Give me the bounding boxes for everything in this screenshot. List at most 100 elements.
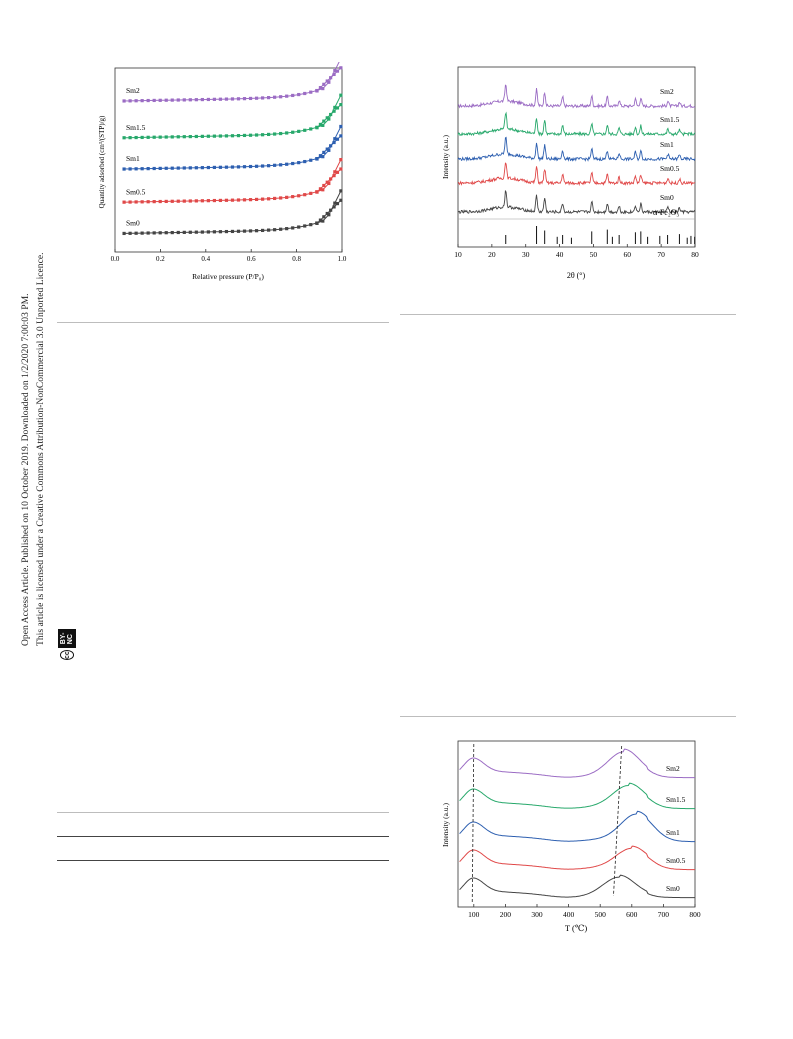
isotherm-point: [339, 157, 343, 162]
xrd-y-axis-label: Intensity (a.u.): [441, 135, 450, 179]
section-divider: [400, 716, 736, 717]
isotherm-point: [188, 98, 192, 102]
isotherm-point: [297, 129, 301, 133]
xrd-series-label: Sm1: [660, 140, 674, 149]
isotherm-point: [188, 134, 192, 139]
isotherm-point: [303, 91, 307, 96]
cc-badge-label: BY-NC: [58, 628, 76, 649]
isotherm-point: [146, 98, 150, 103]
tpr-x-tick-label: 800: [689, 910, 701, 919]
isotherm-point: [206, 199, 210, 203]
xrd-series-label: Sm2: [660, 87, 674, 96]
isotherm-point: [273, 196, 277, 201]
isotherm-point: [182, 166, 186, 170]
isotherm-point: [321, 123, 325, 127]
tpr-series-label: Sm0: [666, 884, 680, 893]
isotherm-point: [200, 97, 204, 102]
isotherm-point: [134, 167, 138, 171]
table-header-rule: [57, 836, 389, 837]
isotherm-point: [285, 94, 289, 98]
isotherm-plot-frame: [114, 67, 343, 253]
isotherm-point: [218, 198, 223, 203]
isotherm-point: [279, 131, 283, 136]
isotherm-point: [194, 166, 198, 170]
isotherm-point: [297, 161, 301, 165]
isotherm-point: [291, 93, 295, 98]
isotherm-point: [188, 230, 192, 234]
isotherm-point: [230, 198, 235, 202]
isotherm-point: [260, 133, 265, 137]
isotherm-point: [140, 135, 144, 140]
isotherm-point: [122, 200, 126, 204]
xrd-x-tick-label: 30: [522, 250, 530, 259]
isotherm-point: [321, 86, 325, 91]
isotherm-point: [134, 99, 138, 103]
isotherm-point: [230, 134, 235, 138]
tpr-series-line: [459, 874, 695, 899]
isotherm-point: [194, 98, 198, 102]
tpr-y-axis-label: Intensity (a.u.): [441, 803, 450, 847]
tpr-x-tick-label: 700: [658, 910, 670, 919]
isotherm-point: [315, 221, 319, 225]
isotherm-point: [321, 188, 325, 192]
license-notice[interactable]: This article is licensed under a Creativ…: [35, 252, 46, 646]
isotherm-point: [176, 230, 180, 235]
isotherm-point: [248, 198, 253, 202]
xrd-x-tick-label: 40: [556, 250, 564, 259]
isotherm-point: [329, 76, 333, 80]
isotherm-point: [339, 189, 343, 193]
tpr-series-label: Sm1.5: [666, 795, 686, 804]
cc-license-badge[interactable]: cc BY-NC: [22, 628, 112, 660]
isotherm-point: [128, 136, 132, 140]
tpr-x-tick-label: 200: [500, 910, 512, 919]
isotherm-adsorption-line: [124, 190, 342, 234]
isotherm-x-tick-label: 1.0: [338, 255, 347, 263]
isotherm-point: [224, 229, 229, 234]
isotherm-point: [309, 158, 313, 162]
isotherm-chart: 0.0 0.2 0.4 0.6 0.8 1.0 Sm2 Sm1.5 Sm1 Sm0.5 Sm0 R…: [98, 62, 347, 281]
isotherm-point: [335, 69, 340, 73]
isotherm-point: [309, 223, 313, 227]
isotherm-point: [273, 132, 277, 136]
isotherm-point: [333, 170, 337, 174]
tpr-x-axis-label: T (℃): [565, 923, 588, 933]
isotherm-point: [325, 211, 329, 216]
tpr-series-line: [459, 845, 695, 871]
isotherm-point: [297, 225, 301, 229]
isotherm-point: [170, 166, 174, 170]
isotherm-point: [218, 165, 223, 169]
isotherm-point: [128, 200, 132, 204]
isotherm-point: [248, 96, 253, 101]
isotherm-point: [254, 197, 259, 202]
isotherm-point: [140, 200, 144, 204]
isotherm-point: [315, 157, 319, 161]
isotherm-point: [200, 230, 204, 234]
isotherm-point: [164, 166, 168, 170]
isotherm-point: [267, 164, 271, 168]
tpr-x-tick-label: 600: [626, 910, 638, 919]
tpr-low-temp-guide: [471, 743, 475, 905]
isotherm-point: [170, 98, 174, 102]
isotherm-point: [128, 99, 132, 103]
isotherm-point: [329, 177, 333, 181]
cc-icon: cc: [60, 650, 74, 660]
isotherm-point: [332, 140, 336, 145]
isotherm-adsorption-line: [124, 94, 342, 139]
isotherm-point: [339, 167, 343, 171]
xrd-series-label: Sm1.5: [660, 115, 680, 124]
isotherm-point: [200, 199, 204, 203]
isotherm-point: [236, 229, 241, 233]
isotherm-x-tick-label: 0.2: [156, 255, 165, 263]
xrd-series-line: [457, 136, 696, 162]
isotherm-point: [164, 231, 168, 235]
isotherm-point: [321, 219, 325, 223]
isotherm-point: [224, 165, 229, 169]
isotherm-adsorption-line: [124, 126, 342, 170]
isotherm-point: [248, 133, 253, 137]
isotherm-point: [260, 228, 265, 233]
isotherm-point: [297, 194, 301, 198]
isotherm-point: [309, 191, 313, 195]
isotherm-point: [322, 150, 326, 154]
isotherm-point: [285, 227, 289, 231]
xrd-chart: 10 20 30 40 50 60 70 80 Sm2 Sm1.5 Sm1 Sm0.5 Sm0 α-F…: [441, 66, 699, 280]
